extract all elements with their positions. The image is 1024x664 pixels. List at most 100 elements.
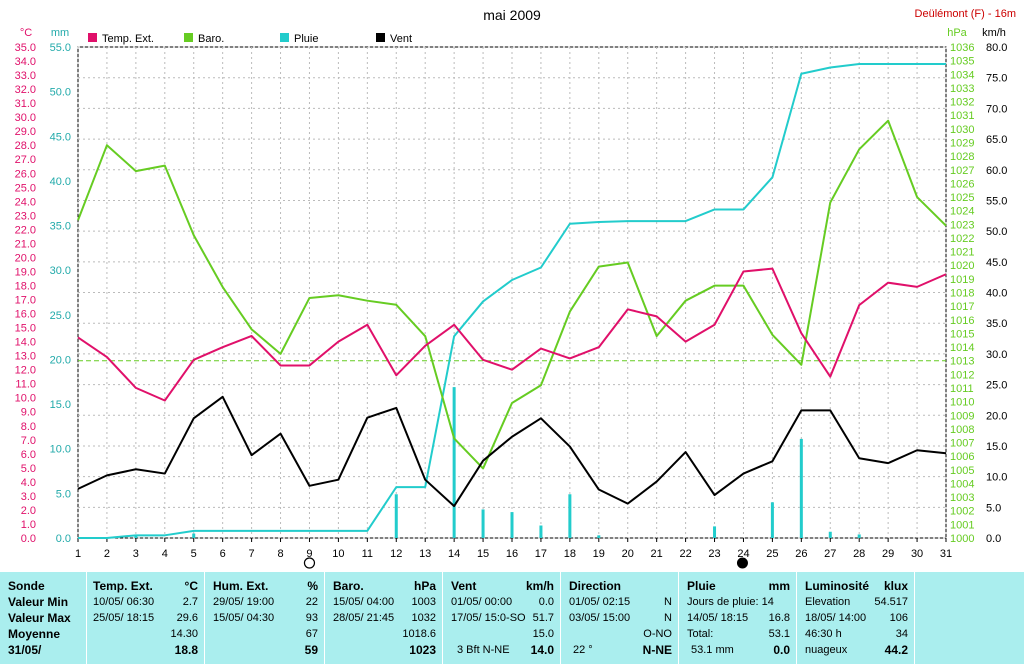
full-moon-icon [303,557,316,569]
wind-tick-label: 40.0 [986,288,1007,300]
baro-tick-label: 1005 [950,465,974,477]
baro-tick-label: 1022 [950,233,974,245]
baro-tick-label: 1009 [950,410,974,422]
chart-plot [77,62,947,539]
lum-elevation-value: 54.517 [874,596,908,608]
chart-axes: 1 2 3 4 5 6 7 8 9 10 11 12 13 14 15 16 17 18 19 20 21 22 23 24 2… [15,42,1007,569]
temp-tick-label: 1.0 [21,519,36,531]
lum-elevation-label: Elevation [805,596,851,608]
wind-tick-label: 30.0 [986,349,1007,361]
wind-current-value: 14.0 [530,643,554,657]
baro-tick-label: 1017 [950,301,974,313]
baro-tick-label: 1010 [950,397,974,409]
day-tick-label: 27 [824,548,836,560]
rain-tick-label: 15.0 [50,399,71,411]
daily-rain-bar [770,502,774,538]
wind-tick-label: 45.0 [986,257,1007,269]
lum-avg-value: 34 [895,628,908,640]
baro-tick-label: 1025 [950,192,974,204]
day-tick-label: 14 [448,548,460,560]
baro-tick-label: 1003 [950,492,974,504]
day-tick-label: 31 [940,548,952,560]
hum-unit: % [307,579,318,593]
legend-label: Vent [390,33,412,45]
baro-tick-label: 1021 [950,247,974,259]
dir-min-value: N [664,596,672,608]
day-tick-label: 13 [419,548,431,560]
rain-current-label: 53.1 mm [691,644,734,656]
daily-rain-bar [510,512,514,538]
temp-unit-label: °C [20,27,32,39]
temp-tick-label: 22.0 [15,224,36,236]
temp-tick-label: 26.0 [15,168,36,180]
temp-tick-label: 28.0 [15,140,36,152]
lum-current-value: 44.2 [884,643,908,657]
baro-min-time: 15/05/ 04:00 [333,596,395,608]
hum-min-value: 22 [305,596,318,608]
label-avg: Moyenne [8,627,61,641]
day-tick-label: 8 [277,548,283,560]
baro-tick-label: 1016 [950,315,974,327]
temp-min-value: 2.7 [182,596,198,608]
day-tick-label: 29 [882,548,894,560]
temp-tick-label: 0.0 [21,533,36,545]
rain-tick-label: 10.0 [50,444,71,456]
hum-title: Hum. Ext. [213,579,269,593]
day-tick-label: 1 [75,548,81,560]
rain-column: Pluie mm Jours de pluie: 14 14/05/ 18:15 1… [678,572,796,664]
dir-current-value: N-NE [642,643,672,657]
label-min: Valeur Min [8,595,69,609]
direction-column: Direction 01/05/ 02:15 N 03/05/ 15:00 N O-… [560,572,678,664]
day-tick-label: 28 [853,548,865,560]
day-tick-label: 16 [506,548,518,560]
temp-tick-label: 8.0 [21,421,36,433]
temp-line [77,267,947,402]
temp-tick-label: 30.0 [15,112,36,124]
baro-line [77,119,947,470]
temp-tick-label: 24.0 [15,196,36,208]
lum-title: Luminosité [805,579,870,593]
wind-min-time: 01/05/ 00:00 [451,596,513,608]
baro-unit: hPa [413,579,436,593]
dir-max-time: 03/05/ 15:00 [569,612,631,624]
legend-label: Baro. [198,33,224,45]
baro-current-value: 1023 [409,643,436,657]
label-max: Valeur Max [8,611,71,625]
temp-tick-label: 5.0 [21,463,36,475]
wind-tick-label: 55.0 [986,195,1007,207]
daily-rain-bar [799,438,803,538]
temp-column: Temp. Ext. °C 10/05/ 06:30 2.7 25/05/ 18:1… [86,572,204,664]
temp-tick-label: 20.0 [15,252,36,264]
baro-tick-label: 1036 [950,42,974,54]
day-tick-label: 15 [477,548,489,560]
baro-tick-label: 1018 [950,288,974,300]
baro-tick-label: 1027 [950,165,974,177]
temp-tick-label: 18.0 [15,280,36,292]
rain-tick-label: 0.0 [56,533,71,545]
baro-tick-label: 1032 [950,97,974,109]
day-tick-label: 4 [162,548,168,560]
temp-tick-label: 19.0 [15,266,36,278]
baro-tick-label: 1001 [950,519,974,531]
temp-tick-label: 35.0 [15,42,36,54]
baro-tick-label: 1012 [950,369,974,381]
day-tick-label: 7 [249,548,255,560]
rain-unit-label: mm [51,27,69,39]
daily-rain-bar [828,531,832,538]
rain-tick-label: 40.0 [50,176,71,188]
baro-tick-label: 1035 [950,56,974,68]
day-tick-label: 6 [220,548,226,560]
baro-column: Baro. hPa 15/05/ 04:00 1003 28/05/ 21:45 10… [324,572,442,664]
temp-tick-label: 27.0 [15,154,36,166]
day-tick-label: 3 [133,548,139,560]
legend-swatch [88,33,97,42]
baro-tick-label: 1000 [950,533,974,545]
daily-rain-bar [857,534,861,538]
wind-tick-label: 80.0 [986,42,1007,54]
legend-label: Pluie [294,33,318,45]
wind-min-value: 0.0 [538,596,554,608]
lum-max-time: 18/05/ 14:00 [805,612,867,624]
temp-tick-label: 31.0 [15,98,36,110]
day-tick-label: 9 [306,548,312,560]
rain-tick-label: 25.0 [50,310,71,322]
